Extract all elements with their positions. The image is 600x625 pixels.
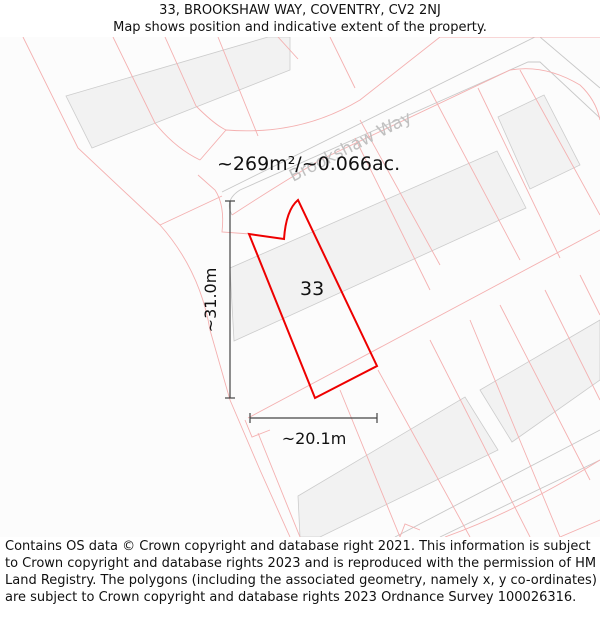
road-edge-north — [221, 36, 536, 193]
building-block-center — [229, 150, 527, 342]
property-map[interactable]: Brookshaw Way ~269m²/~0.066ac. 33 ~31.0m… — [0, 36, 600, 538]
area-label: ~269m²/~0.066ac. — [217, 153, 400, 175]
buildings — [65, 36, 600, 538]
road-edge-southeast-2 — [439, 459, 600, 538]
map-header: 33, BROOKSHAW WAY, COVENTRY, CV2 2NJ Map… — [0, 0, 600, 37]
building-block-north — [65, 36, 291, 149]
parcel-boundaries — [22, 36, 600, 538]
map-subtitle: Map shows position and indicative extent… — [113, 20, 487, 35]
building-block-southeast — [479, 319, 600, 443]
building-block-south — [297, 396, 499, 538]
property-outline[interactable] — [247, 198, 379, 400]
plot-number: 33 — [300, 278, 324, 300]
road-edge-southeast-1 — [394, 429, 600, 538]
dimension-vertical-label: ~31.0m — [201, 268, 220, 333]
dimension-horizontal-label: ~20.1m — [282, 429, 347, 448]
dimension-horizontal — [249, 413, 378, 423]
dimension-vertical — [225, 200, 235, 399]
copyright-notice: Contains OS data © Crown copyright and d… — [5, 539, 597, 605]
building-block-east — [497, 94, 581, 190]
property-address: 33, BROOKSHAW WAY, COVENTRY, CV2 2NJ — [159, 3, 441, 18]
road-edge-far — [539, 36, 600, 89]
